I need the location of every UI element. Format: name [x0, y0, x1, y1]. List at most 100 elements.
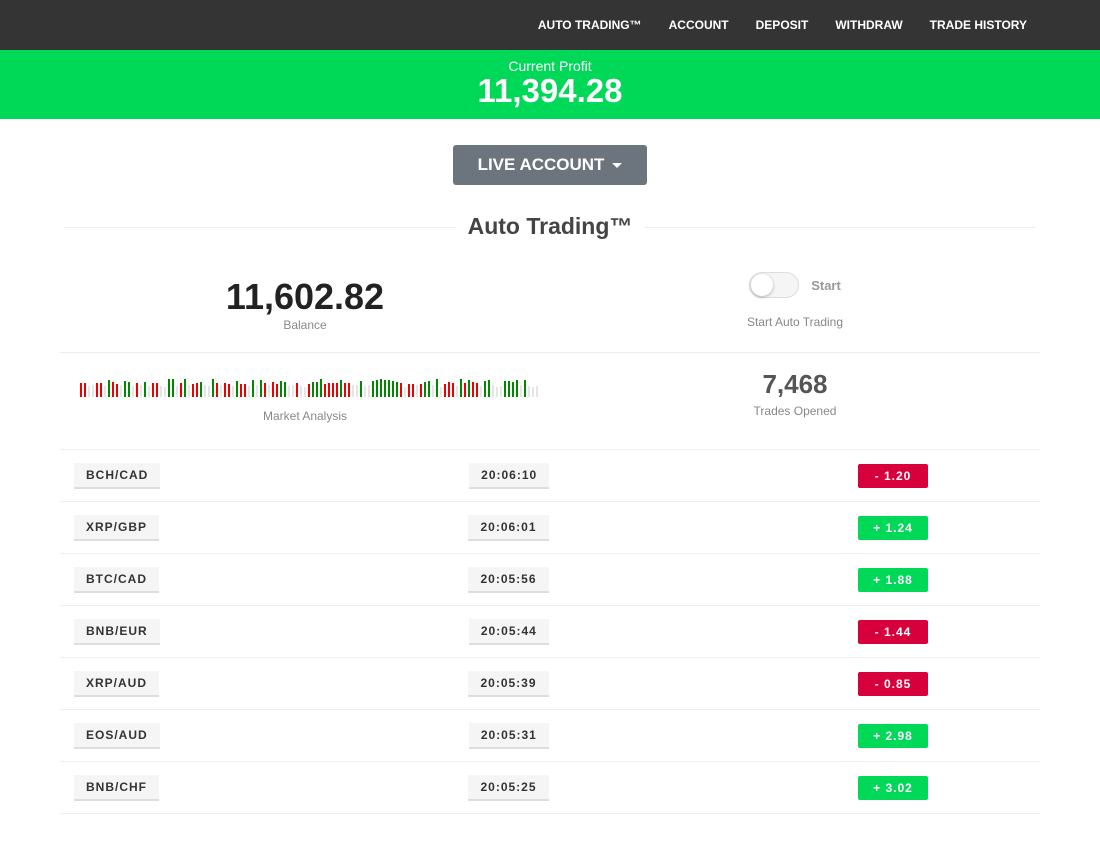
account-dropdown-button[interactable]: LIVE ACCOUNT — [453, 145, 647, 185]
trade-row: BCH/CAD 20:06:10 - 1.20 — [60, 450, 1040, 502]
market-bar — [400, 383, 402, 397]
market-bar — [236, 381, 238, 397]
market-bar — [224, 383, 226, 397]
nav-trade-history[interactable]: TRADE HISTORY — [929, 18, 1027, 32]
market-bar — [356, 385, 358, 397]
market-bar — [96, 383, 98, 397]
market-bar — [184, 379, 186, 397]
market-bar — [392, 381, 394, 397]
nav-account[interactable]: ACCOUNT — [668, 18, 729, 32]
market-bar — [156, 383, 158, 397]
market-bar — [396, 382, 398, 397]
market-bar — [352, 385, 354, 397]
market-bar — [480, 386, 482, 397]
market-bar — [288, 386, 290, 397]
market-bar — [432, 385, 434, 397]
market-bar — [360, 381, 362, 397]
market-bar — [180, 383, 182, 397]
market-bar — [216, 383, 218, 397]
nav-withdraw[interactable]: WITHDRAW — [835, 18, 903, 32]
market-bar — [188, 385, 190, 397]
market-bar — [304, 387, 306, 397]
market-bar — [232, 386, 234, 397]
market-bar — [532, 387, 534, 397]
trade-row: BNB/CHF 20:05:25 + 3.02 — [60, 762, 1040, 814]
auto-trading-toggle[interactable] — [749, 272, 800, 298]
trade-row: XRP/GBP 20:06:01 + 1.24 — [60, 502, 1040, 554]
market-label: Market Analysis — [262, 409, 348, 423]
market-bar — [476, 383, 478, 397]
market-bar — [256, 385, 258, 397]
profit-label: Current Profit — [508, 58, 592, 74]
market-bar — [132, 386, 134, 397]
market-bar — [384, 380, 386, 397]
market-bar — [276, 384, 278, 397]
market-bar — [88, 386, 90, 397]
market-bar — [300, 386, 302, 397]
market-bar — [80, 383, 82, 397]
market-bar — [420, 384, 422, 397]
trade-time: 20:06:10 — [469, 462, 550, 489]
market-bar — [212, 379, 214, 397]
trade-time: 20:05:56 — [468, 566, 549, 593]
market-bar — [84, 383, 86, 397]
market-bar — [340, 380, 342, 397]
market-bar — [220, 385, 222, 397]
market-bar — [284, 382, 286, 397]
toggle-caption: Start Auto Trading — [746, 315, 844, 329]
market-bar — [164, 387, 166, 397]
market-bar — [376, 380, 378, 397]
toggle-label: Start — [811, 277, 841, 293]
trade-time: 20:05:44 — [468, 618, 549, 645]
market-bar — [320, 379, 322, 397]
market-bar — [508, 381, 510, 397]
market-bar — [152, 383, 154, 397]
trade-row: XRP/AUD 20:05:39 - 0.85 — [60, 658, 1040, 710]
market-bar — [264, 383, 266, 397]
market-bar — [372, 381, 374, 397]
trade-pnl-badge: - 1.44 — [858, 619, 928, 644]
market-bar — [500, 386, 502, 397]
nav-deposit[interactable]: DEPOSIT — [755, 18, 809, 32]
market-bar — [108, 380, 110, 397]
market-bar — [328, 383, 330, 397]
market-bar — [160, 386, 162, 397]
trades-opened-label: Trades Opened — [753, 404, 837, 418]
market-bar — [484, 381, 486, 397]
market-bar — [172, 379, 174, 397]
trade-pair: BCH/CAD — [74, 462, 161, 489]
market-bar — [520, 385, 522, 397]
balance-value: 11,602.82 — [225, 276, 385, 317]
market-bar — [104, 386, 106, 397]
market-bar — [388, 380, 390, 397]
market-analysis-bars — [80, 377, 550, 397]
market-bar — [364, 386, 366, 397]
market-bar — [248, 386, 250, 397]
market-bar — [332, 383, 334, 397]
market-bar — [112, 382, 114, 397]
market-bar — [472, 382, 474, 397]
market-bar — [100, 383, 102, 397]
trade-pair: BNB/CHF — [74, 774, 159, 801]
top-nav: AUTO TRADING™ ACCOUNT DEPOSIT WITHDRAW T… — [0, 0, 1100, 50]
market-bar — [296, 383, 298, 397]
market-bar — [316, 382, 318, 397]
market-bar — [124, 381, 126, 397]
trades-opened-value: 7,468 — [762, 369, 828, 399]
trade-pnl-badge: - 0.85 — [858, 671, 928, 696]
trade-pair: XRP/AUD — [74, 670, 160, 697]
trade-time: 20:06:01 — [468, 514, 549, 541]
trade-row: BNB/EUR 20:05:44 - 1.44 — [60, 606, 1040, 658]
market-bar — [368, 385, 370, 397]
market-bar — [380, 379, 382, 397]
nav-auto-trading[interactable]: AUTO TRADING™ — [537, 18, 642, 32]
market-bar — [136, 383, 138, 397]
market-bar — [176, 386, 178, 397]
market-bar — [424, 382, 426, 397]
market-bar — [488, 380, 490, 397]
trades-list: BCH/CAD 20:06:10 - 1.20 XRP/GBP 20:06:01 + 1.… — [0, 450, 1100, 814]
profit-value: 11,394.28 — [477, 72, 623, 109]
market-bar — [120, 385, 122, 397]
market-bar — [512, 382, 514, 397]
account-label: LIVE ACCOUNT — [477, 155, 605, 174]
